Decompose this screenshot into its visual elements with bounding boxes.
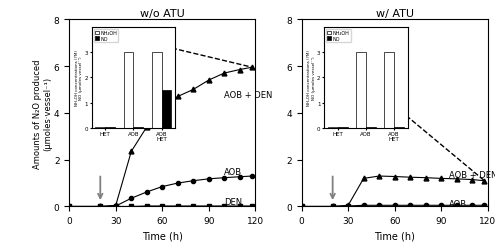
Title: w/o ATU: w/o ATU <box>140 9 185 19</box>
Y-axis label: Amounts of N₂O produced
(μmoles·vessel⁻¹): Amounts of N₂O produced (μmoles·vessel⁻¹… <box>33 59 52 168</box>
Text: AOB: AOB <box>224 167 243 176</box>
Text: AOB: AOB <box>449 199 467 208</box>
Text: DEN: DEN <box>224 198 243 206</box>
Text: AOB + DEN: AOB + DEN <box>449 170 495 179</box>
X-axis label: Time (h): Time (h) <box>142 231 183 241</box>
X-axis label: Time (h): Time (h) <box>374 231 415 241</box>
Text: AOB + DEN: AOB + DEN <box>224 90 273 99</box>
Title: w/ ATU: w/ ATU <box>376 9 414 19</box>
